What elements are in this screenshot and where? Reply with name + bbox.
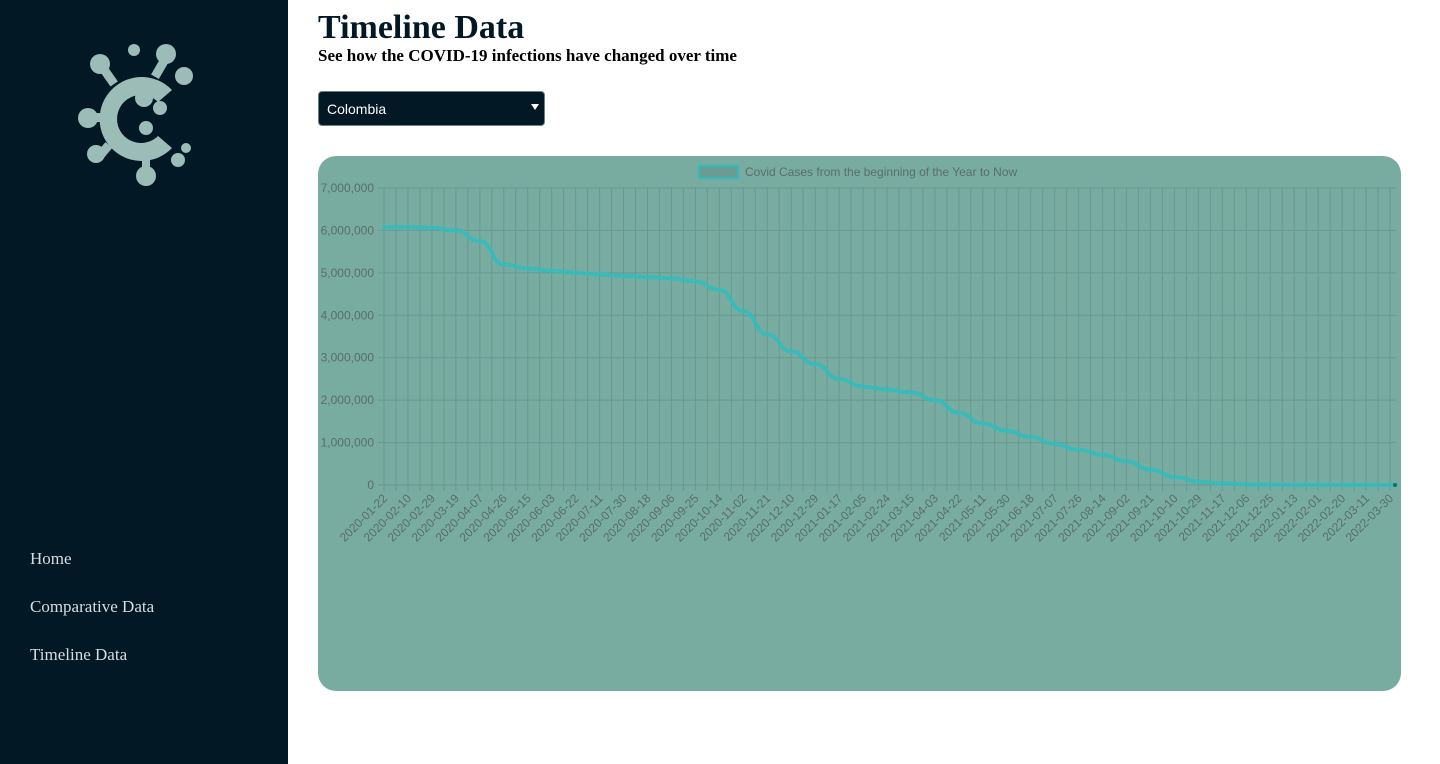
y-tick-label: 4,000,000	[321, 308, 375, 322]
page-title: Timeline Data	[318, 9, 525, 46]
nav-item-home[interactable]: Home	[30, 549, 72, 568]
country-select[interactable]: Colombia	[318, 91, 545, 126]
nav-item-comparative-data[interactable]: Comparative Data	[30, 597, 155, 616]
y-tick-label: 0	[367, 478, 374, 492]
series-line	[382, 225, 1398, 487]
y-tick-label: 2,000,000	[321, 393, 375, 407]
legend-label: Covid Cases from the beginning of the Ye…	[745, 165, 1017, 179]
y-tick-label: 5,000,000	[321, 266, 375, 280]
nav-item-timeline-data[interactable]: Timeline Data	[30, 645, 128, 664]
legend-swatch	[698, 165, 739, 179]
virus-logo-icon[interactable]	[74, 40, 194, 190]
main-content: Timeline Data See how the COVID-19 infec…	[318, 0, 1408, 764]
y-tick-label: 6,000,000	[321, 223, 375, 237]
y-tick-label: 7,000,000	[321, 181, 375, 195]
y-tick-label: 1,000,000	[321, 436, 375, 450]
sidebar: Home Comparative Data Timeline Data	[0, 0, 288, 764]
chart-canvas: 0 1,000,000 2,000,000 3,000,000 4,000,000 5,0…	[321, 165, 1398, 545]
y-tick-label: 3,000,000	[321, 351, 375, 365]
timeline-chart: 0 1,000,000 2,000,000 3,000,000 4,000,000 5,0…	[318, 156, 1401, 691]
series-end-point	[1393, 483, 1397, 487]
page-subtitle: See how the COVID-19 infections have cha…	[318, 46, 737, 65]
country-select-wrapper: Colombia	[318, 91, 545, 126]
sidebar-nav: Home Comparative Data Timeline Data	[30, 548, 154, 692]
